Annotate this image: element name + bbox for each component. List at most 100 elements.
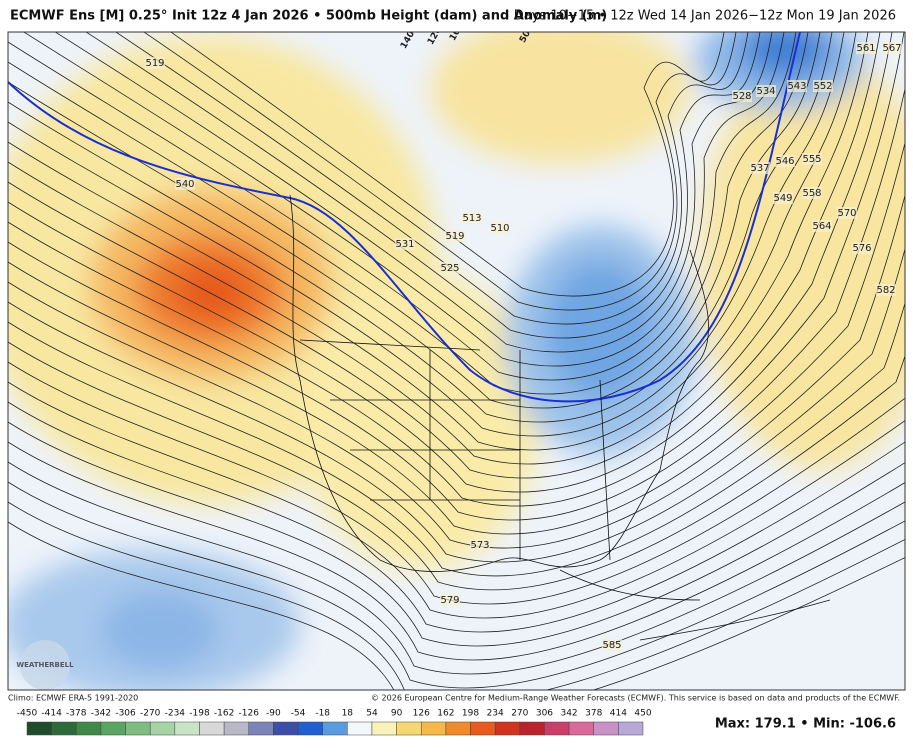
contour-label: 552 [813, 81, 832, 92]
contour-label-bg [812, 220, 832, 232]
colorbar-swatch [100, 721, 126, 736]
contour-label: 570 [837, 208, 856, 219]
contour-line [8, 32, 833, 423]
colorbar-swatch [593, 721, 619, 736]
contour-line [170, 32, 725, 297]
contour-label: 573 [470, 540, 489, 551]
colorbar-swatch [149, 721, 176, 736]
contour-label-bg [602, 639, 622, 651]
contour-label: 564 [812, 221, 831, 232]
contour-line [8, 381, 905, 619]
contour-label-bg [787, 80, 807, 92]
contour-line [8, 32, 905, 507]
colorbar-label: 450 [634, 709, 651, 719]
colorbar-label: 90 [391, 709, 403, 719]
contour-label: 585 [602, 640, 621, 651]
contour-line [8, 32, 821, 409]
contour-line [8, 247, 905, 563]
colorbar-swatch [420, 721, 447, 736]
colorbar-swatch [297, 721, 323, 736]
contour-label: 531 [395, 239, 414, 250]
contour-label: 528 [732, 91, 751, 102]
colorbar: -450 -414 -378 -342 -306 -270 -234 -198 -162 -126… [17, 709, 652, 736]
contour-line [8, 32, 869, 465]
contour-label: 537 [750, 163, 769, 174]
contour-label-bg [876, 284, 896, 296]
contour-label-bg [445, 230, 465, 242]
colorbar-swatch [347, 721, 373, 736]
copyright: © 2026 European Centre for Medium-Range … [371, 694, 900, 703]
map: 519 540 531 525 519 513 510 528 534 543 552 561 567 5… [8, 32, 905, 690]
contour-label: 579 [440, 595, 459, 606]
contour-label: 567 [882, 43, 901, 54]
anomaly-field [8, 32, 905, 690]
contour-line [8, 461, 905, 675]
contour-label: 525 [440, 263, 459, 274]
height-contours [8, 32, 905, 690]
contour-line [8, 401, 905, 633]
colorbar-label: -414 [41, 709, 62, 719]
colorbar-swatch [396, 721, 422, 736]
colorbar-label: 18 [342, 709, 354, 719]
colorbar-swatch [568, 721, 594, 736]
contour-label: 543 [787, 81, 806, 92]
colorbar-swatch [494, 721, 521, 736]
contour-line [8, 32, 881, 479]
contour-label-bg [145, 57, 165, 69]
contour-line [8, 193, 905, 549]
map-frame [7, 31, 906, 691]
colorbar-label: 234 [487, 709, 504, 719]
contour-label-bg [175, 178, 195, 190]
colorbar-label: 126 [413, 709, 430, 719]
contour-label-bg [440, 594, 460, 606]
logo: WEATHERBELL [16, 661, 74, 669]
colorbar-label: 54 [366, 709, 378, 719]
contour-line [8, 501, 905, 690]
contour-line [8, 481, 905, 689]
colorbar-swatch [26, 721, 52, 736]
contour-label-bg [802, 153, 822, 165]
contour-line [23, 32, 785, 367]
contour-label-bg [856, 42, 876, 54]
contour-line [8, 361, 905, 605]
contour-label: 519 [445, 231, 464, 242]
contour-label: 561 [856, 43, 875, 54]
contour-label: 534 [756, 86, 775, 97]
contour-label-bg [732, 90, 752, 102]
colorbar-swatch [199, 721, 225, 736]
contour-line [8, 341, 905, 591]
colorbar-swatch [322, 721, 348, 736]
contour-line [8, 32, 809, 395]
contour-line [8, 441, 905, 661]
contour-label: 519 [145, 58, 164, 69]
colorbar-label: -342 [91, 709, 111, 719]
contour-label-bg [470, 539, 490, 551]
colorbar-label: 414 [610, 709, 627, 719]
colorbar-label: -54 [291, 709, 306, 719]
contour-label-bg [490, 222, 510, 234]
contour-label-bg [440, 262, 460, 274]
colorbar-label: -378 [66, 709, 87, 719]
colorbar-label: 306 [536, 709, 553, 719]
colorbar-swatch [248, 721, 274, 736]
colorbar-label: -450 [17, 709, 38, 719]
contour-line [85, 32, 761, 339]
colorbar-swatch [273, 721, 299, 736]
contour-label: 549 [773, 193, 792, 204]
contour-label-bg [395, 238, 415, 250]
logo-badge [20, 640, 70, 690]
contour-label-bg [802, 187, 822, 199]
colorbar-swatch [371, 721, 397, 736]
colorbar-swatch [445, 721, 471, 736]
contour-label: 546 [775, 156, 794, 167]
contour-line [114, 32, 749, 325]
colorbar-swatch [174, 721, 200, 736]
contour-line [8, 141, 905, 535]
contour-line [8, 32, 845, 437]
contour-label-bg [756, 85, 776, 97]
colorbar-swatch [519, 721, 545, 736]
colorbar-label: 198 [462, 709, 479, 719]
colorbar-swatch [125, 721, 151, 736]
contour-labels: 519 540 531 525 519 513 510 528 534 543 552 561 567 5… [145, 42, 902, 651]
